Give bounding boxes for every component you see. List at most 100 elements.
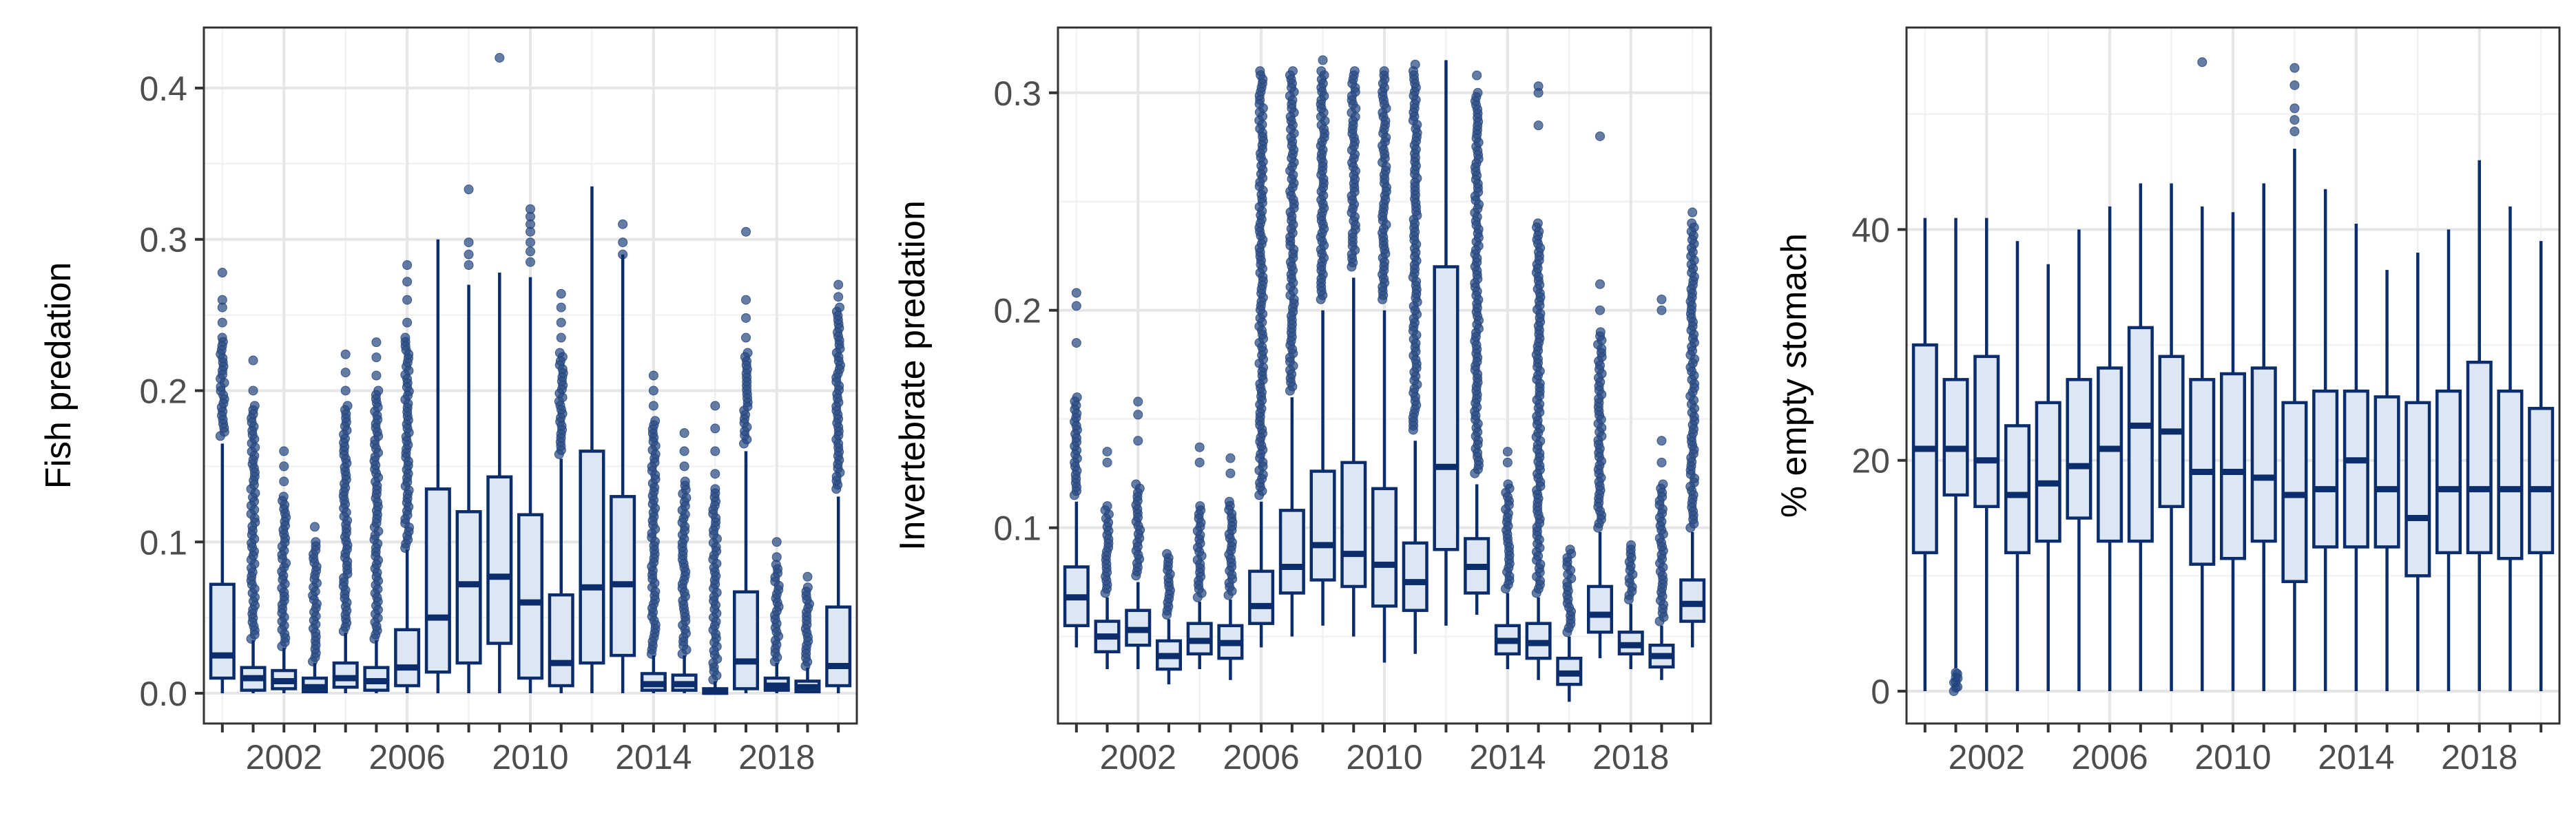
- outlier-point: [1224, 496, 1234, 507]
- outlier-point: [1102, 457, 1112, 467]
- box-2013: [610, 219, 636, 694]
- box-2014: [1494, 447, 1521, 670]
- outlier-point: [1316, 66, 1327, 76]
- outlier-point: [1503, 479, 1513, 489]
- box-2000: [1911, 218, 1938, 692]
- chart-panel-2: 2002 2006 2010 2014 2018 0.1 0.2 0.3 Invertebrat…: [893, 26, 1712, 777]
- box-iqr: [2374, 395, 2400, 549]
- outlier-point: [279, 476, 289, 487]
- x-tick-label: 2018: [2441, 738, 2517, 777]
- outlier-point: [2289, 63, 2300, 73]
- x-tick-label: 2014: [1469, 738, 1546, 777]
- x-tick-label: 2010: [492, 738, 568, 777]
- x-axis: 2002 2006 2010 2014 2018: [1074, 724, 1694, 777]
- y-tick-label: 0.1: [139, 523, 187, 562]
- outlier-point: [371, 370, 382, 381]
- box-2008: [1309, 55, 1336, 626]
- box-iqr: [1402, 541, 1429, 612]
- outlier-point: [1071, 288, 1081, 298]
- x-tick-label: 2018: [1592, 738, 1669, 777]
- y-axis: 0.1 0.2 0.3: [993, 74, 1058, 548]
- outlier-point: [1951, 668, 1961, 678]
- outlier-point: [402, 277, 413, 287]
- chart-panel-1: 2002 2006 2010 2014 2018 0.0 0.1 0.2 0.3 0.4 Fish …: [39, 26, 858, 777]
- outlier-point: [1595, 131, 1606, 141]
- outlier-point: [1072, 392, 1082, 403]
- box-series: [1911, 57, 2555, 697]
- outlier-point: [1472, 70, 1482, 81]
- outlier-point: [835, 302, 845, 313]
- outlier-point: [248, 386, 258, 396]
- box-2011: [548, 288, 574, 694]
- box-2017: [733, 226, 760, 694]
- box-iqr: [1587, 584, 1614, 634]
- box-2003: [301, 522, 328, 694]
- outlier-point: [1225, 468, 1236, 478]
- box-2010: [1371, 66, 1398, 663]
- box-2017: [2435, 229, 2462, 692]
- outlier-point: [741, 332, 751, 343]
- box-iqr: [486, 475, 513, 645]
- box-2020: [1679, 207, 1706, 648]
- x-tick-label: 2014: [2318, 738, 2394, 777]
- box-iqr: [2066, 378, 2092, 520]
- outlier-point: [1473, 87, 1483, 98]
- outlier-point: [556, 288, 566, 299]
- outlier-point: [342, 401, 353, 411]
- box-2004: [332, 349, 359, 694]
- box-2000: [1063, 288, 1090, 648]
- box-2009: [2189, 57, 2216, 692]
- outlier-point: [1595, 327, 1606, 337]
- box-iqr: [2250, 366, 2277, 543]
- y-tick-label: 0.1: [993, 509, 1041, 548]
- x-tick-label: 2002: [1100, 738, 1176, 777]
- outlier-point: [833, 292, 844, 302]
- box-2006: [394, 260, 421, 694]
- outlier-point: [402, 260, 413, 271]
- outlier-point: [1656, 436, 1667, 446]
- box-2009: [1340, 66, 1367, 637]
- outlier-point: [309, 522, 320, 532]
- outlier-point: [741, 295, 751, 305]
- box-2006: [1248, 66, 1275, 648]
- box-2017: [1587, 131, 1614, 659]
- box-series: [209, 52, 852, 695]
- y-axis-title: % empty stomach: [1774, 233, 1814, 518]
- y-tick-label: 20: [1851, 442, 1890, 481]
- box-2002: [1973, 218, 2000, 692]
- x-axis: 2002 2006 2010 2014 2018: [220, 724, 840, 777]
- outlier-point: [648, 370, 658, 381]
- box-iqr: [1679, 578, 1706, 623]
- y-axis: 0 20 40: [1851, 211, 1907, 711]
- box-2011: [2250, 183, 2277, 692]
- box-iqr: [610, 495, 636, 657]
- y-tick-label: 0.3: [993, 74, 1041, 113]
- x-tick-label: 2010: [2194, 738, 2271, 777]
- outlier-point: [680, 476, 690, 487]
- outlier-point: [833, 279, 844, 290]
- box-2018: [2466, 160, 2493, 692]
- box-2007: [424, 239, 451, 694]
- outlier-point: [710, 446, 720, 456]
- outlier-point: [771, 537, 782, 547]
- outlier-point: [526, 257, 535, 267]
- x-tick-label: 2010: [1346, 738, 1422, 777]
- box-iqr: [2528, 407, 2555, 555]
- outlier-point: [710, 423, 720, 434]
- box-iqr: [517, 513, 544, 680]
- box-iqr: [2404, 401, 2431, 578]
- box-iqr: [2343, 389, 2369, 549]
- outlier-point: [1533, 218, 1543, 229]
- outlier-point: [741, 313, 751, 323]
- outlier-point: [464, 184, 474, 195]
- box-2000: [209, 268, 236, 694]
- outlier-point: [679, 461, 689, 472]
- y-tick-label: 0.3: [139, 221, 187, 260]
- box-iqr: [2312, 389, 2339, 549]
- outlier-point: [1502, 447, 1513, 457]
- outlier-point: [279, 446, 289, 456]
- outlier-point: [400, 332, 411, 343]
- outlier-point: [279, 461, 289, 472]
- box-2016: [2404, 252, 2431, 692]
- box-iqr: [548, 593, 574, 688]
